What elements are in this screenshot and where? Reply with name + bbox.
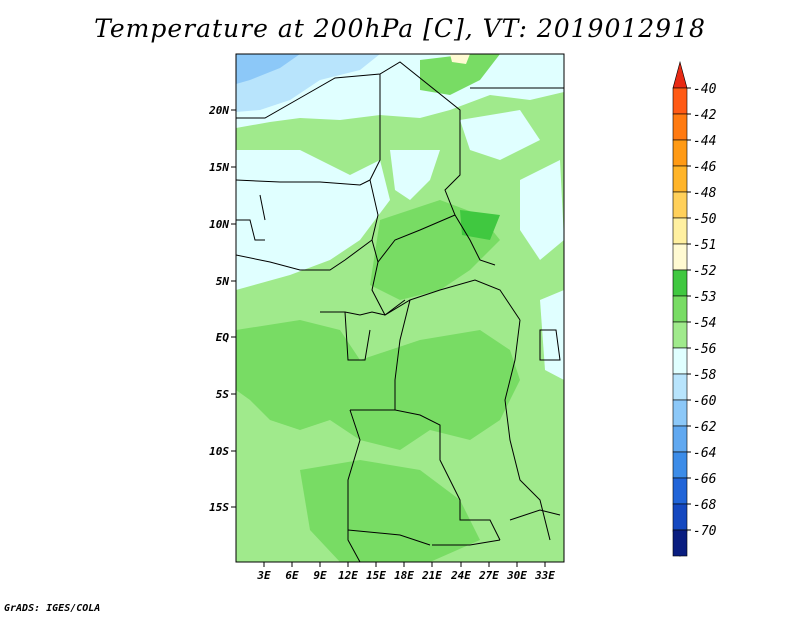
- colorbar-swatch: [673, 166, 687, 192]
- colorbar-label: -48: [693, 186, 717, 201]
- colorbar-label: -46: [693, 160, 717, 175]
- colorbar-label: -58: [693, 368, 717, 383]
- colorbar-label: -54: [693, 316, 716, 331]
- lat-label: 15S: [209, 501, 229, 514]
- colorbar-swatch: [673, 452, 687, 478]
- colorbar-label: -42: [693, 108, 717, 123]
- lat-label: 15N: [209, 161, 229, 174]
- lat-label: 5N: [216, 275, 230, 288]
- lon-label: 9E: [313, 569, 327, 582]
- colorbar-swatch: [673, 88, 687, 114]
- map-figure: 20N 15N 10N 5N EQ 5S 10S 15S 3E 6E 9E 12…: [0, 0, 800, 618]
- lon-label: 33E: [534, 569, 555, 582]
- colorbar-swatch: [673, 348, 687, 374]
- colorbar-label: -66: [693, 472, 717, 487]
- colorbar-label: -44: [693, 134, 716, 149]
- lon-label: 15E: [366, 569, 386, 582]
- lon-label: 24E: [450, 569, 471, 582]
- colorbar-swatch: [673, 504, 687, 530]
- colorbar-label: -68: [693, 498, 717, 513]
- lon-label: 27E: [478, 569, 499, 582]
- colorbar-swatch: [673, 426, 687, 452]
- lon-label: 18E: [394, 569, 414, 582]
- lon-label: 30E: [506, 569, 527, 582]
- colorbar-label: -62: [693, 420, 717, 435]
- colorbar-swatch: [673, 140, 687, 166]
- lon-label: 3E: [256, 569, 271, 582]
- lon-label: 12E: [338, 569, 358, 582]
- colorbar-swatch: [673, 322, 687, 348]
- colorbar-swatch: [673, 192, 687, 218]
- colorbar-swatch: [673, 296, 687, 322]
- lat-label: 10S: [209, 445, 229, 458]
- lon-label: 21E: [421, 569, 442, 582]
- longitude-axis: 3E 6E 9E 12E 15E 18E 21E 24E 27E 30E 33E: [256, 562, 555, 582]
- colorbar: -40 -42 -44 -46 -48 -50 -51 -52 -53 -54 -56 -58 -60 -…: [673, 62, 717, 556]
- lat-label: 20N: [208, 104, 229, 117]
- grads-credit: GrADS: IGES/COLA: [4, 603, 100, 614]
- colorbar-swatch: [673, 244, 687, 270]
- colorbar-swatch: [673, 374, 687, 400]
- colorbar-label: -53: [693, 290, 716, 305]
- lat-label: EQ: [216, 331, 230, 344]
- colorbar-label: -50: [693, 212, 717, 227]
- colorbar-swatch: [673, 218, 687, 244]
- temperature-field: [236, 54, 564, 562]
- colorbar-label: -60: [693, 394, 717, 409]
- colorbar-swatch: [673, 530, 687, 556]
- colorbar-swatch: [673, 400, 687, 426]
- lat-label: 5S: [216, 388, 230, 401]
- latitude-axis: 20N 15N 10N 5N EQ 5S 10S 15S: [208, 104, 236, 514]
- lat-label: 10N: [209, 218, 229, 231]
- colorbar-label: -70: [693, 524, 717, 539]
- colorbar-label: -52: [693, 264, 717, 279]
- colorbar-swatch: [673, 478, 687, 504]
- colorbar-label: -64: [693, 446, 716, 461]
- colorbar-label: -51: [693, 238, 716, 253]
- lon-label: 6E: [285, 569, 299, 582]
- colorbar-top-arrow: [673, 62, 687, 88]
- colorbar-swatch: [673, 270, 687, 296]
- colorbar-label: -56: [693, 342, 717, 357]
- colorbar-label: -40: [693, 82, 717, 97]
- colorbar-swatch: [673, 114, 687, 140]
